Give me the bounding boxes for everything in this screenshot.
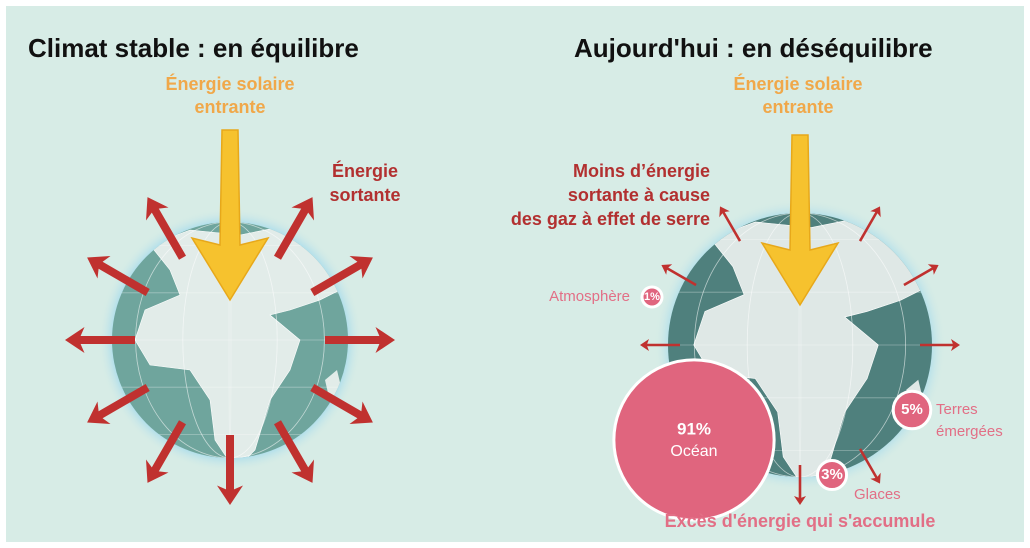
bubble-value: 91% <box>677 419 711 438</box>
outgoing-arrow <box>794 465 806 505</box>
bubble-value: 3% <box>821 466 843 483</box>
meridian <box>228 222 232 458</box>
label: sortante à cause <box>568 185 710 205</box>
outgoing-arrow <box>65 327 135 353</box>
outgoing-arrow <box>310 256 373 296</box>
outgoing-arrow <box>661 264 697 287</box>
solar-arrow <box>760 134 840 307</box>
footer: Excès d'énergie qui s'accumule <box>665 511 936 531</box>
bubble-value: 1% <box>644 291 660 303</box>
outgoing-arrow <box>274 197 314 260</box>
reservoir-bubble <box>612 358 776 522</box>
meridian <box>182 222 278 458</box>
outgoing-arrow <box>719 206 742 242</box>
solar-arrow <box>190 129 270 302</box>
label: Énergie <box>332 160 398 181</box>
outgoing-arrow <box>87 256 150 296</box>
outgoing-arrow <box>640 339 680 351</box>
reservoir-bubble <box>640 285 664 309</box>
meridian <box>135 222 325 458</box>
outgoing-arrow <box>146 197 186 260</box>
meridian <box>135 222 325 458</box>
bubble-value: 5% <box>901 401 923 418</box>
outgoing-arrow <box>310 384 373 424</box>
label: Glaces <box>854 486 901 503</box>
outgoing-arrow <box>325 327 395 353</box>
label: des gaz à effet de serre <box>511 209 710 229</box>
outgoing-arrow <box>146 420 186 483</box>
title: Climat stable : en équilibre <box>28 33 359 63</box>
meridian <box>182 222 278 458</box>
outgoing-arrow <box>858 448 881 484</box>
outgoing-arrow <box>903 264 939 287</box>
label: émergées <box>936 423 1003 440</box>
label: Énergie solaire <box>733 73 862 94</box>
label: Terres <box>936 401 978 418</box>
outgoing-arrow <box>274 420 314 483</box>
outgoing-arrow <box>920 339 960 351</box>
label: Océan <box>670 443 717 460</box>
label: Moins d’énergie <box>573 161 710 181</box>
label: sortante <box>329 185 400 205</box>
meridian <box>746 213 854 477</box>
label: Atmosphère <box>549 288 630 305</box>
meridian <box>694 213 907 477</box>
meridian <box>746 213 854 477</box>
meridian <box>798 213 802 477</box>
outgoing-arrow <box>87 384 150 424</box>
label: entrante <box>762 97 833 117</box>
outgoing-arrow <box>858 206 881 242</box>
label: entrante <box>194 97 265 117</box>
reservoir-bubble <box>815 458 849 492</box>
title: Aujourd'hui : en déséquilibre <box>574 33 933 63</box>
meridian <box>694 213 907 477</box>
label: Énergie solaire <box>165 73 294 94</box>
outgoing-arrow <box>217 435 243 505</box>
reservoir-bubble <box>891 389 933 431</box>
